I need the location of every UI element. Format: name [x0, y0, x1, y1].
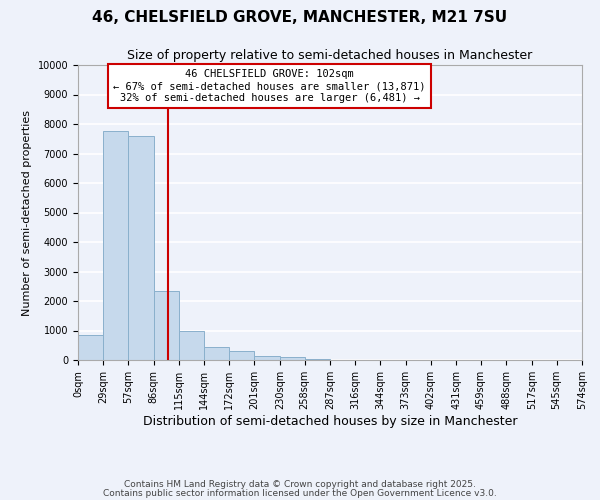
Bar	[154, 290, 179, 360]
Text: Contains HM Land Registry data © Crown copyright and database right 2025.: Contains HM Land Registry data © Crown c…	[124, 480, 476, 489]
X-axis label: Distribution of semi-detached houses by size in Manchester: Distribution of semi-detached houses by …	[143, 414, 517, 428]
Text: Contains public sector information licensed under the Open Government Licence v3: Contains public sector information licen…	[103, 489, 497, 498]
Bar	[103, 132, 128, 360]
Title: Size of property relative to semi-detached houses in Manchester: Size of property relative to semi-detach…	[127, 50, 533, 62]
Bar	[305, 359, 330, 360]
Bar	[280, 357, 305, 360]
Bar	[78, 335, 103, 360]
Bar	[128, 136, 154, 360]
Bar	[229, 351, 254, 360]
Text: 46 CHELSFIELD GROVE: 102sqm
← 67% of semi-detached houses are smaller (13,871)
3: 46 CHELSFIELD GROVE: 102sqm ← 67% of sem…	[113, 70, 426, 102]
Text: 46, CHELSFIELD GROVE, MANCHESTER, M21 7SU: 46, CHELSFIELD GROVE, MANCHESTER, M21 7S…	[92, 10, 508, 25]
Bar	[179, 330, 205, 360]
Y-axis label: Number of semi-detached properties: Number of semi-detached properties	[22, 110, 32, 316]
Bar	[254, 356, 280, 360]
Bar	[205, 346, 229, 360]
